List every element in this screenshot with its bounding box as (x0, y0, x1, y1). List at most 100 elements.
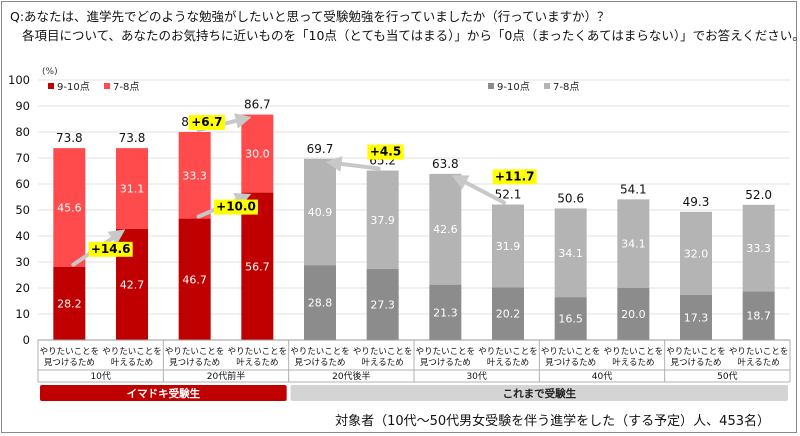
callout-highlight (492, 169, 537, 185)
question-instruction: 各項目について、あなたのお気持ちに近いものを「10点（とても当てはまる）」から「… (22, 28, 800, 43)
bar-segment-7-8 (366, 170, 399, 270)
legend-label: 9-10点 (497, 81, 530, 93)
legend-swatch (544, 83, 550, 89)
callout-highlight (367, 144, 404, 160)
segment-labels: 28.2 45.6 42.7 31.1 46.7 33.3 56.7 30.0 28.8 40.9… (57, 148, 771, 326)
y-tick-label: 10 (15, 307, 30, 321)
difference-arrow (325, 156, 381, 172)
data-label-7-8: 32.0 (684, 247, 709, 260)
total-label: 73.8 (56, 131, 83, 145)
generation-band (40, 385, 287, 401)
bar-segment-7-8 (554, 208, 587, 298)
bar-segment-7-8 (492, 204, 524, 288)
bar-segment-9-10 (178, 218, 211, 340)
total-label: 52.1 (495, 188, 522, 202)
legend-swatch (488, 83, 494, 89)
age-group-label: 30代 (466, 371, 486, 382)
data-label-9-10: 56.7 (245, 260, 270, 273)
data-label-9-10: 21.3 (433, 306, 458, 319)
x-category-label: やりたいことを見つけるため (666, 347, 726, 368)
data-label-7-8: 33.3 (746, 242, 771, 255)
callout-highlight (188, 115, 226, 130)
data-label-9-10: 20.2 (496, 308, 521, 321)
data-label-7-8: 33.3 (182, 169, 207, 182)
y-tick-label: 0 (23, 333, 30, 347)
total-label: 63.8 (432, 157, 459, 171)
x-category-label: やりたいことを叶えるため (228, 347, 288, 368)
bar-segment-9-10 (742, 291, 775, 340)
x-category-label: やりたいことを叶えるため (604, 347, 664, 368)
bar-segment-9-10 (429, 284, 462, 340)
difference-callout: +11.7 (495, 169, 535, 183)
y-unit-label: (%) (42, 67, 58, 77)
data-label-7-8: 30.0 (245, 148, 270, 161)
grid-lines (38, 79, 790, 341)
data-label-7-8: 37.9 (370, 214, 395, 227)
difference-callout: +6.7 (191, 115, 222, 129)
data-label-7-8: 31.9 (496, 240, 521, 253)
total-label: 50.6 (557, 191, 584, 205)
difference-callout: +14.6 (91, 242, 131, 256)
age-group-label: 40代 (592, 371, 612, 382)
total-label: 86.7 (244, 98, 271, 112)
y-tick-label: 30 (15, 255, 30, 269)
x-category-label: やりたいことを見つけるため (290, 347, 350, 368)
data-label-9-10: 16.5 (558, 313, 583, 326)
data-label-9-10: 27.3 (370, 299, 395, 312)
data-label-7-8: 42.6 (433, 223, 458, 236)
data-label-7-8: 34.1 (621, 238, 646, 251)
legend-label: 7-8点 (113, 81, 139, 93)
y-tick-label: 100 (8, 73, 30, 87)
difference-arrow (451, 175, 506, 205)
bar-segment-9-10 (366, 269, 399, 340)
difference-callout: +4.5 (370, 145, 401, 159)
x-axis: やりたいことを見つけるためやりたいことを叶えるためやりたいことを見つけるためやり… (37, 339, 791, 401)
difference-callout: +10.0 (216, 200, 256, 214)
difference-arrows: +14.6 +10.0 +6.7 +4.5 +11.7 (71, 113, 537, 267)
generation-label: これまで受験生 (503, 387, 577, 400)
age-group-label: 10代 (90, 371, 110, 382)
data-label-7-8: 34.1 (558, 247, 583, 260)
bar-segment-9-10 (53, 266, 86, 340)
total-label: 54.1 (620, 182, 647, 196)
data-label-9-10: 46.7 (182, 273, 207, 286)
data-label-9-10: 17.3 (684, 312, 709, 325)
y-tick-label: 20 (15, 281, 30, 295)
bar-segment-9-10 (304, 265, 336, 340)
bar-segment-7-8 (742, 204, 775, 292)
question-title: Q:あなたは、進学先でどのような勉強がしたいと思って受験勉強を行っていましたか（… (10, 9, 610, 24)
age-group-label: 20代後半 (332, 370, 370, 382)
bar-segment-7-8 (178, 132, 211, 219)
bar-segment-7-8 (617, 199, 650, 288)
total-labels: 73.873.880.086.769.765.263.852.150.654.1… (56, 98, 772, 209)
bar-segment-7-8 (680, 211, 712, 296)
x-category-label: やりたいことを見つけるため (40, 347, 100, 368)
bar-segment-9-10 (554, 297, 587, 340)
x-category-label: やりたいことを叶えるため (478, 347, 538, 368)
bar-segment-9-10 (241, 192, 274, 340)
bar-segment-7-8 (304, 158, 336, 266)
data-label-9-10: 42.7 (120, 278, 145, 291)
data-label-9-10: 20.0 (621, 308, 646, 321)
y-axis: 0 10 20 30 40 50 60 70 80 90 100 (%) (8, 67, 58, 347)
y-tick-label: 60 (15, 177, 30, 191)
data-label-9-10: 28.2 (57, 297, 82, 310)
data-label-9-10: 18.7 (746, 310, 771, 323)
y-tick-label: 90 (15, 99, 30, 113)
data-label-7-8: 31.1 (120, 183, 145, 196)
age-group-label: 50代 (717, 371, 737, 382)
legend: 9-10点 7-8点 9-10点 7-8点 (48, 81, 579, 93)
x-category-label: やりたいことを叶えるため (102, 347, 162, 368)
data-label-7-8: 45.6 (57, 201, 82, 214)
generation-label: イマドキ受験生 (127, 387, 201, 400)
total-label: 52.0 (745, 188, 772, 202)
x-category-label: やりたいことを見つけるため (416, 347, 476, 368)
bar-segment-9-10 (492, 287, 524, 340)
y-tick-label: 40 (15, 229, 30, 243)
bar-segment-7-8 (429, 173, 462, 285)
footnote: 対象者（10代～50代男女受験を伴う進学をした（する予定）人、453名） (335, 414, 770, 429)
legend-label: 7-8点 (553, 81, 579, 93)
x-category-label: やりたいことを叶えるため (353, 347, 413, 368)
callout-highlight (88, 241, 133, 257)
